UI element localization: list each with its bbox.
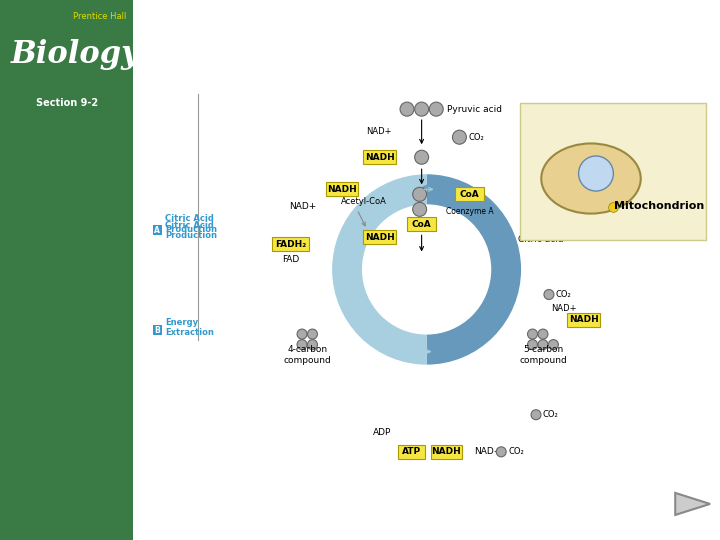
- Text: ADP: ADP: [373, 428, 391, 437]
- Text: NADH: NADH: [569, 315, 598, 324]
- FancyBboxPatch shape: [455, 187, 484, 201]
- Text: 4-carbon
compound: 4-carbon compound: [284, 345, 331, 364]
- FancyBboxPatch shape: [153, 325, 162, 335]
- FancyBboxPatch shape: [153, 225, 162, 235]
- Circle shape: [546, 209, 557, 219]
- Circle shape: [429, 102, 444, 116]
- Circle shape: [400, 102, 414, 116]
- Circle shape: [307, 340, 318, 349]
- Circle shape: [297, 329, 307, 339]
- Text: CO₂: CO₂: [556, 290, 572, 299]
- Circle shape: [413, 202, 426, 217]
- Circle shape: [526, 219, 536, 230]
- Text: B: B: [154, 326, 160, 335]
- Text: Citric Acid
Production: Citric Acid Production: [165, 214, 217, 234]
- Text: Citric acid: Citric acid: [518, 235, 564, 245]
- Text: Figure 9–6 The Krebs Cycle: Figure 9–6 The Krebs Cycle: [150, 24, 448, 43]
- FancyBboxPatch shape: [567, 313, 600, 327]
- Text: NAD+: NAD+: [474, 447, 502, 456]
- Text: CO₂: CO₂: [508, 447, 524, 456]
- Text: NAD+: NAD+: [551, 304, 577, 313]
- Text: CoA: CoA: [459, 190, 480, 199]
- Wedge shape: [332, 174, 426, 364]
- Text: NADH: NADH: [365, 153, 395, 162]
- FancyBboxPatch shape: [364, 150, 396, 164]
- Ellipse shape: [541, 144, 641, 214]
- Text: CO₂: CO₂: [543, 410, 559, 419]
- FancyBboxPatch shape: [364, 231, 396, 245]
- Circle shape: [297, 340, 307, 349]
- Circle shape: [544, 289, 554, 300]
- Circle shape: [538, 340, 548, 349]
- Circle shape: [415, 102, 428, 116]
- Text: Biology: Biology: [11, 38, 140, 70]
- Text: NADH: NADH: [431, 447, 462, 456]
- Text: ATP: ATP: [402, 447, 421, 456]
- Circle shape: [452, 130, 467, 144]
- Circle shape: [528, 329, 538, 339]
- Text: Mitochondrion: Mitochondrion: [614, 200, 704, 211]
- Ellipse shape: [579, 156, 613, 191]
- FancyBboxPatch shape: [431, 445, 462, 459]
- Circle shape: [536, 219, 546, 230]
- Circle shape: [531, 410, 541, 420]
- Text: Section 9-2: Section 9-2: [35, 98, 98, 107]
- Text: Prentice Hall: Prentice Hall: [73, 12, 127, 21]
- Text: NADH: NADH: [327, 185, 357, 194]
- Circle shape: [415, 150, 428, 164]
- FancyBboxPatch shape: [408, 218, 436, 231]
- Text: A: A: [154, 226, 160, 235]
- Circle shape: [526, 209, 536, 219]
- Text: 5-carbon
compound: 5-carbon compound: [519, 345, 567, 364]
- Circle shape: [413, 187, 426, 201]
- Text: Citric Acid
Production: Citric Acid Production: [165, 221, 217, 240]
- FancyBboxPatch shape: [272, 238, 309, 252]
- Text: Energy
Extraction: Energy Extraction: [165, 318, 214, 337]
- Polygon shape: [675, 493, 710, 515]
- FancyBboxPatch shape: [325, 183, 359, 197]
- Text: FAD: FAD: [282, 255, 299, 265]
- Text: NAD+: NAD+: [366, 127, 392, 136]
- Text: NADH: NADH: [365, 233, 395, 242]
- Circle shape: [496, 447, 506, 457]
- Text: Pyruvic acid: Pyruvic acid: [448, 105, 503, 113]
- Text: FADH₂: FADH₂: [275, 240, 306, 249]
- Circle shape: [536, 209, 546, 219]
- Wedge shape: [426, 174, 521, 364]
- Circle shape: [528, 340, 538, 349]
- Circle shape: [546, 219, 557, 230]
- Circle shape: [538, 329, 548, 339]
- Circle shape: [307, 329, 318, 339]
- Text: CoA: CoA: [412, 220, 431, 229]
- Text: NAD+: NAD+: [289, 202, 316, 211]
- Text: Coenzyme A: Coenzyme A: [446, 207, 493, 217]
- Polygon shape: [0, 0, 133, 540]
- Text: © Pearson Education, Inc., publishing as Pearson Prentice Hall. All rights reser: © Pearson Education, Inc., publishing as…: [145, 3, 405, 8]
- FancyBboxPatch shape: [520, 103, 706, 240]
- Circle shape: [549, 340, 559, 349]
- Text: CO₂: CO₂: [469, 133, 484, 141]
- FancyBboxPatch shape: [398, 445, 425, 459]
- Text: Acetyl-CoA: Acetyl-CoA: [341, 197, 387, 206]
